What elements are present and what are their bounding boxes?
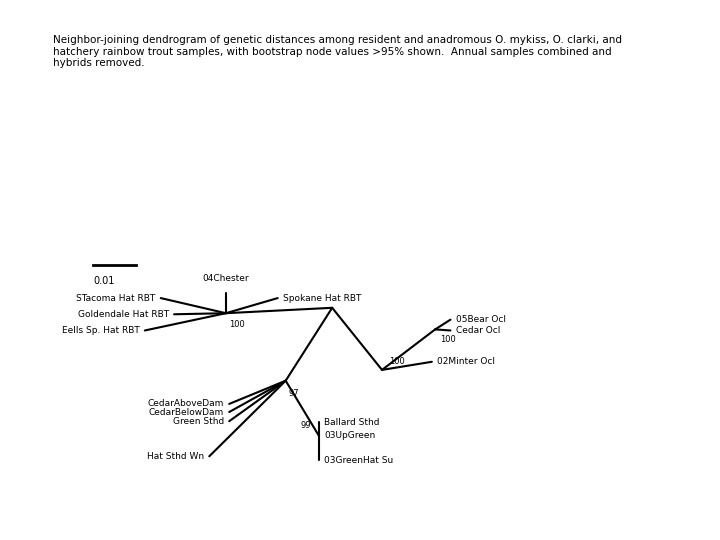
Text: 100: 100 [229, 320, 245, 329]
Text: 03GreenHat Su: 03GreenHat Su [324, 456, 393, 464]
Text: 99: 99 [300, 421, 311, 430]
Text: 100: 100 [441, 335, 456, 344]
Text: Neighbor-joining dendrogram of genetic distances among resident and anadromous O: Neighbor-joining dendrogram of genetic d… [53, 35, 622, 68]
Text: CedarAboveDam: CedarAboveDam [148, 400, 224, 408]
Text: Goldendale Hat RBT: Goldendale Hat RBT [78, 310, 168, 319]
Text: 04Chester: 04Chester [202, 274, 249, 283]
Text: 0.01: 0.01 [93, 276, 114, 287]
Text: 02Minter Ocl: 02Minter Ocl [437, 357, 495, 366]
Text: Ballard Sthd: Ballard Sthd [324, 418, 379, 427]
Text: CedarBelowDam: CedarBelowDam [148, 408, 224, 416]
Text: 03UpGreen: 03UpGreen [324, 431, 375, 440]
Text: 05Bear Ocl: 05Bear Ocl [456, 315, 505, 324]
Text: Eells Sp. Hat RBT: Eells Sp. Hat RBT [62, 326, 140, 335]
Text: 100: 100 [389, 356, 405, 366]
Text: Hat Sthd Wn: Hat Sthd Wn [147, 452, 204, 461]
Text: STacoma Hat RBT: STacoma Hat RBT [76, 294, 156, 302]
Text: Green Sthd: Green Sthd [173, 417, 224, 426]
Text: 97: 97 [289, 389, 300, 398]
Text: Spokane Hat RBT: Spokane Hat RBT [283, 294, 361, 302]
Text: Cedar Ocl: Cedar Ocl [456, 326, 500, 335]
